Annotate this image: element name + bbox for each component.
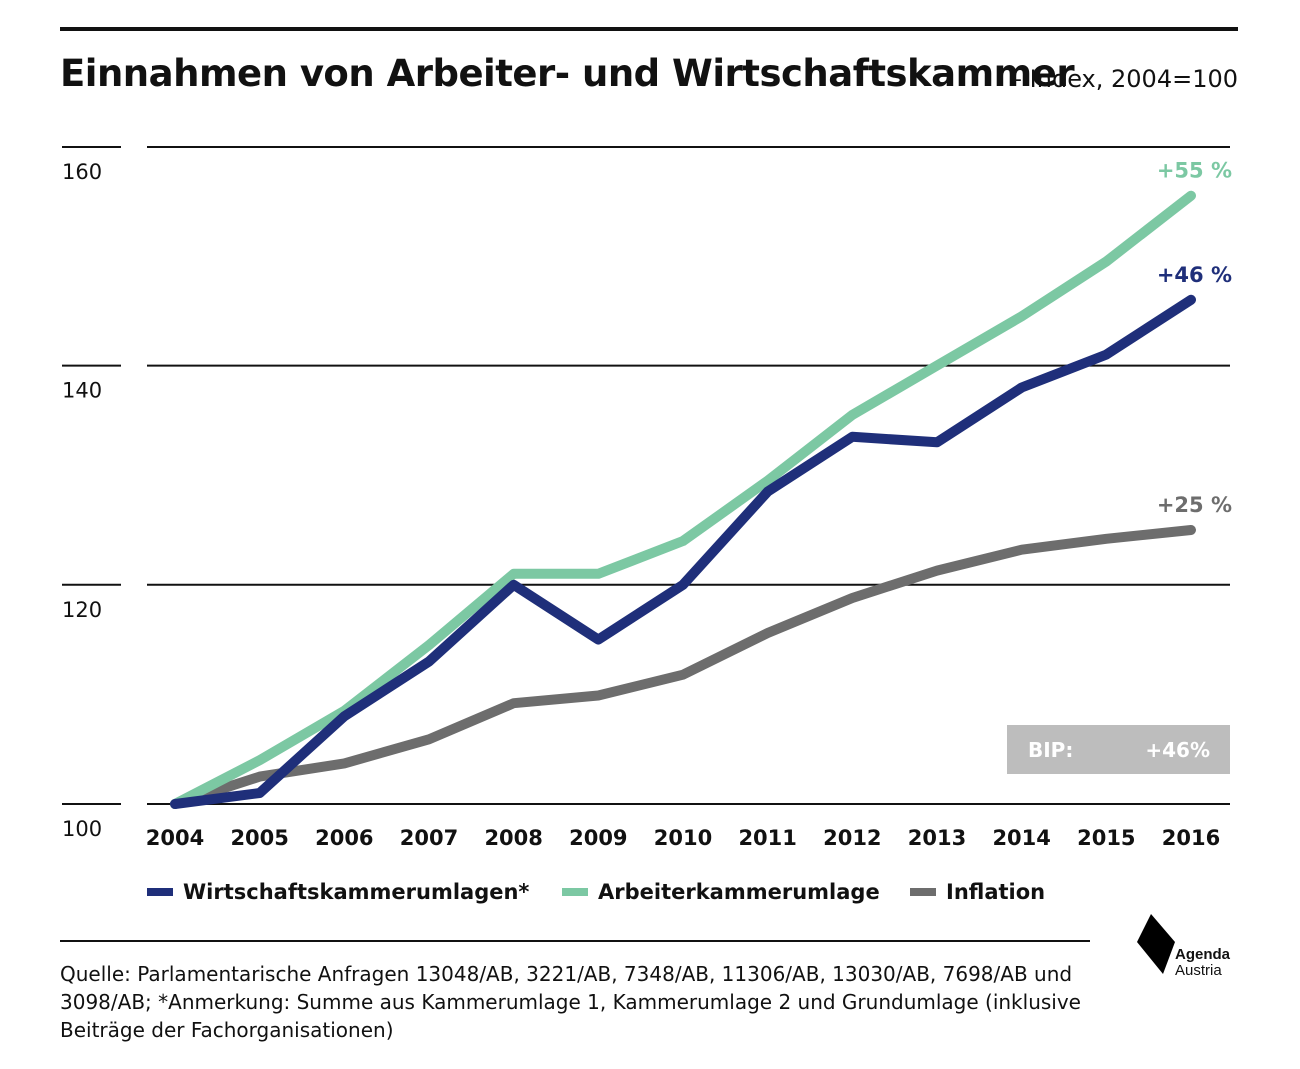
bottom-rule: [60, 940, 1090, 942]
legend-label-inflation: Inflation: [946, 880, 1046, 904]
end-label-arbeiterkammer: +55 %: [1157, 159, 1232, 183]
top-rule: [60, 27, 1238, 31]
legend-swatch-arbeiterkammer: [562, 888, 588, 896]
logo-mark-icon: [1137, 914, 1175, 974]
line-chart: 100 120 140 160 2004 2005 2006 2007 2008 2009 2010…: [62, 146, 1232, 850]
x-tick-label-2009: 2009: [569, 826, 627, 850]
x-tick-label-2006: 2006: [315, 826, 373, 850]
x-tick-label-2011: 2011: [738, 826, 796, 850]
x-tick-label-2014: 2014: [992, 826, 1050, 850]
legend-item-arbeiterkammer: Arbeiterkammerumlage: [562, 880, 880, 904]
source-note: Quelle: Parlamentarische Anfragen 13048/…: [60, 962, 1081, 1042]
x-tick-label-2004: 2004: [146, 826, 204, 850]
end-label-wirtschaftskammer: +46 %: [1157, 263, 1232, 287]
end-label-inflation: +25 %: [1157, 493, 1232, 517]
x-tick-label-2012: 2012: [823, 826, 881, 850]
legend-label-wirtschaftskammer: Wirtschaftskammerumlagen*: [183, 880, 530, 904]
x-tick-label-2010: 2010: [654, 826, 712, 850]
x-tick-label-2008: 2008: [484, 826, 542, 850]
bip-value: +46%: [1145, 738, 1210, 762]
x-tick-label-2015: 2015: [1077, 826, 1135, 850]
legend-item-wirtschaftskammer: Wirtschaftskammerumlagen*: [147, 880, 529, 904]
y-tick-label-160: 160: [62, 160, 102, 184]
series-line-arbeiterkammer: [170, 190, 1196, 809]
x-tick-label-2016: 2016: [1162, 826, 1220, 850]
logo-text-line1: Agenda: [1175, 946, 1231, 963]
legend-item-inflation: Inflation: [910, 880, 1045, 904]
y-tick-label-120: 120: [62, 598, 102, 622]
agenda-austria-logo: Agenda Austria: [1137, 912, 1247, 982]
bip-label: BIP:: [1028, 738, 1073, 762]
x-tick-label-2005: 2005: [230, 826, 288, 850]
logo-text-line2: Austria: [1175, 962, 1222, 979]
x-tick-label-2013: 2013: [908, 826, 966, 850]
bip-box: [1007, 725, 1230, 774]
chart-subtitle: – Index, 2004=100: [1010, 65, 1238, 93]
y-tick-label-140: 140: [62, 379, 102, 403]
x-tick-label-2007: 2007: [400, 826, 458, 850]
legend-swatch-inflation: [910, 888, 936, 896]
legend-label-arbeiterkammer: Arbeiterkammerumlage: [598, 880, 880, 904]
legend-swatch-wirtschaftskammer: [147, 888, 173, 896]
title-row: Einnahmen von Arbeiter- und Wirtschaftsk…: [60, 52, 1238, 108]
chart-title: Einnahmen von Arbeiter- und Wirtschaftsk…: [60, 52, 1075, 95]
logo-text: Agenda Austria: [1175, 947, 1230, 979]
y-tick-label-100: 100: [62, 817, 102, 841]
